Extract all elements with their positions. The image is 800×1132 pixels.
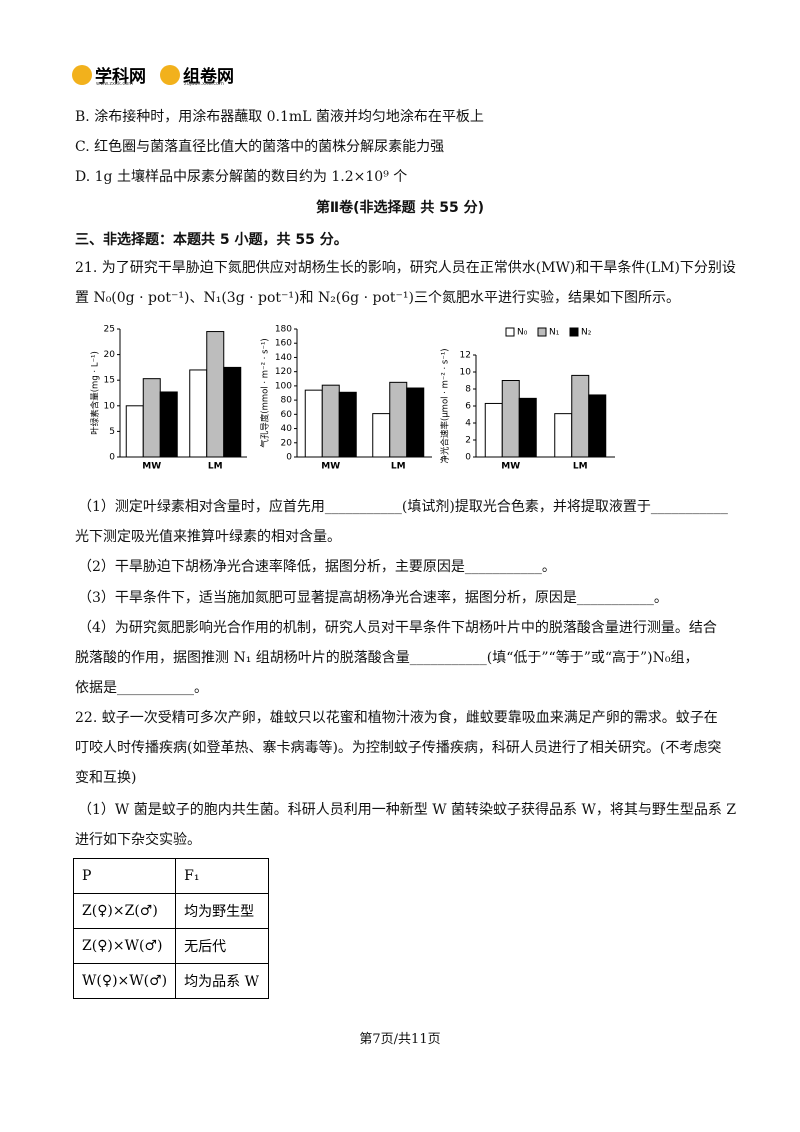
logo-url: www.zxxk.com bbox=[96, 81, 134, 87]
chart: 0 20 40 60 80 100 120 140 160 180 气孔导度(mmol · m⁻² … bbox=[260, 325, 432, 472]
y-tick-label: 10 bbox=[460, 368, 472, 378]
bar bbox=[189, 369, 208, 458]
bar bbox=[338, 391, 357, 458]
bar bbox=[518, 397, 537, 458]
question-text: 21. 为了研究干旱胁迫下氮肥供应对胡杨生长的影响，研究人员在正常供水(MW)和… bbox=[75, 260, 736, 276]
x-tick-label: MW bbox=[501, 462, 520, 472]
legend-label: N₁ bbox=[549, 328, 560, 338]
chart: 0 5 10 15 20 25 叶绿素含量(mg · L⁻¹) MW LM bbox=[90, 325, 247, 472]
page-footer: 第7页/共11页 bbox=[359, 1032, 441, 1047]
table-header: P bbox=[72, 858, 177, 894]
option: D. 1g 土壤样品中尿素分解菌的数目约为 1.2×10⁹ 个 bbox=[75, 169, 408, 185]
y-tick-label: 140 bbox=[275, 353, 292, 363]
bar bbox=[142, 378, 161, 458]
table-cell: 均为品系 W bbox=[175, 963, 270, 999]
bar bbox=[389, 381, 408, 458]
question-text: 进行如下杂交实验。 bbox=[75, 832, 201, 848]
x-tick-label: MW bbox=[321, 462, 340, 472]
y-tick-label: 10 bbox=[104, 401, 116, 411]
legend-label: N₂ bbox=[581, 328, 592, 338]
question-text: 22. 蚊子一次受精可多次产卵，雄蚊只以花蜜和植物汁液为食，雌蚊要靠吸血来满足产… bbox=[75, 710, 718, 726]
bar bbox=[206, 331, 225, 458]
bar bbox=[321, 384, 340, 458]
table-cell: 均为野生型 bbox=[175, 893, 270, 929]
question-text: （1）W 菌是蚊子的胞内共生菌。科研人员利用一种新型 W 菌转染蚊子获得品系 W… bbox=[78, 802, 737, 818]
y-tick-label: 8 bbox=[465, 385, 471, 395]
y-tick-label: 40 bbox=[281, 424, 293, 434]
legend-swatch bbox=[505, 327, 515, 337]
y-tick-label: 6 bbox=[465, 402, 471, 412]
logo-icon bbox=[160, 65, 180, 85]
y-tick-label: 25 bbox=[104, 325, 115, 335]
question-text: 叮咬人时传播疾病(如登革热、寨卡病毒等)。为控制蚊子传播疾病，科研人员进行了相关… bbox=[75, 740, 722, 756]
question-text: 置 N₀(0g · pot⁻¹)、N₁(3g · pot⁻¹)和 N₂(6g ·… bbox=[75, 290, 680, 306]
y-axis-label: 净光合速率(μmol · m⁻² · s⁻¹) bbox=[440, 348, 451, 463]
y-tick-label: 2 bbox=[465, 436, 471, 446]
y-tick-label: 20 bbox=[281, 438, 293, 448]
table-header: F₁ bbox=[175, 858, 270, 894]
question-text: 依据是___________。 bbox=[75, 680, 208, 696]
cross-table: P F₁ Z(♀)×Z(♂) 均为野生型 Z(♀)×W(♂) 无后代 W(♀)×W(♂… bbox=[72, 858, 270, 999]
bar bbox=[223, 366, 242, 458]
y-tick-label: 4 bbox=[465, 419, 471, 429]
question-text: 光下测定吸光值来推算叶绿素的相对含量。 bbox=[75, 529, 341, 545]
y-tick-label: 0 bbox=[109, 453, 115, 463]
bar bbox=[501, 380, 520, 458]
option: C. 红色圈与菌落直径比值大的菌落中的菌株分解尿素能力强 bbox=[75, 139, 445, 155]
option: B. 涂布接种时，用涂布器蘸取 0.1mL 菌液并均匀地涂布在平板上 bbox=[75, 109, 484, 125]
bar bbox=[304, 389, 323, 458]
y-tick-label: 100 bbox=[275, 381, 292, 391]
y-tick-label: 180 bbox=[275, 325, 292, 335]
x-tick-label: MW bbox=[142, 462, 161, 472]
legend-swatch bbox=[569, 327, 579, 337]
question-text: 脱落酸的作用，据图推测 N₁ 组胡杨叶片的脱落酸含量___________(填“… bbox=[75, 650, 699, 666]
part-heading: 三、非选择题：本题共 5 小题，共 55 分。 bbox=[75, 232, 348, 248]
y-tick-label: 120 bbox=[275, 367, 292, 377]
y-tick-label: 80 bbox=[281, 396, 293, 406]
bar bbox=[372, 413, 391, 458]
y-axis-label: 气孔导度(mmol · m⁻² · s⁻¹) bbox=[260, 338, 271, 447]
y-tick-label: 160 bbox=[275, 339, 292, 349]
y-tick-label: 60 bbox=[281, 410, 293, 420]
question-text: （2）干旱胁迫下胡杨净光合速率降低，据图分析，主要原因是___________。 bbox=[78, 559, 556, 575]
section-title: 第Ⅱ卷(非选择题 共 55 分) bbox=[315, 200, 485, 216]
table-cell: 无后代 bbox=[175, 928, 270, 964]
bar bbox=[484, 402, 503, 458]
y-tick-label: 0 bbox=[286, 453, 292, 463]
x-tick-label: LM bbox=[573, 462, 588, 472]
logo-url: zujuan.xkw.com bbox=[184, 81, 224, 87]
question-text: （1）测定叶绿素相对含量时，应首先用___________(填试剂)提取光合色素… bbox=[78, 499, 728, 515]
x-tick-label: LM bbox=[208, 462, 223, 472]
bar bbox=[554, 413, 573, 458]
bar bbox=[125, 405, 144, 458]
bar bbox=[588, 394, 607, 458]
logo-text: 组卷网 bbox=[183, 67, 234, 87]
x-tick-label: LM bbox=[391, 462, 406, 472]
bar bbox=[406, 387, 425, 458]
y-tick-label: 5 bbox=[109, 427, 115, 437]
y-tick-label: 12 bbox=[460, 351, 471, 361]
legend-swatch bbox=[537, 327, 547, 337]
y-tick-label: 0 bbox=[465, 453, 471, 463]
table-cell: Z(♀)×Z(♂) bbox=[72, 893, 177, 929]
question-text: （4）为研究氮肥影响光合作用的机制，研究人员对干旱条件下胡杨叶片中的脱落酸含量进… bbox=[78, 620, 717, 636]
table-cell: Z(♀)×W(♂) bbox=[72, 928, 177, 964]
chart: 0 2 4 6 8 10 12 净光合速率(μmol · m⁻² · s⁻¹) MW LM N₀ N₁… bbox=[440, 327, 615, 472]
question-text: 变和互换) bbox=[75, 770, 137, 786]
bar bbox=[159, 391, 178, 458]
question-text: （3）干旱条件下，适当施加氮肥可显著提高胡杨净光合速率，据图分析，原因是____… bbox=[78, 590, 668, 606]
logo-text: 学科网 bbox=[95, 67, 146, 87]
logo-icon bbox=[72, 65, 92, 85]
y-tick-label: 15 bbox=[104, 376, 115, 386]
y-axis-label: 叶绿素含量(mg · L⁻¹) bbox=[90, 351, 101, 435]
legend-label: N₀ bbox=[517, 328, 528, 338]
bar bbox=[571, 374, 590, 458]
table-cell: W(♀)×W(♂) bbox=[72, 963, 177, 999]
y-tick-label: 20 bbox=[104, 350, 116, 360]
